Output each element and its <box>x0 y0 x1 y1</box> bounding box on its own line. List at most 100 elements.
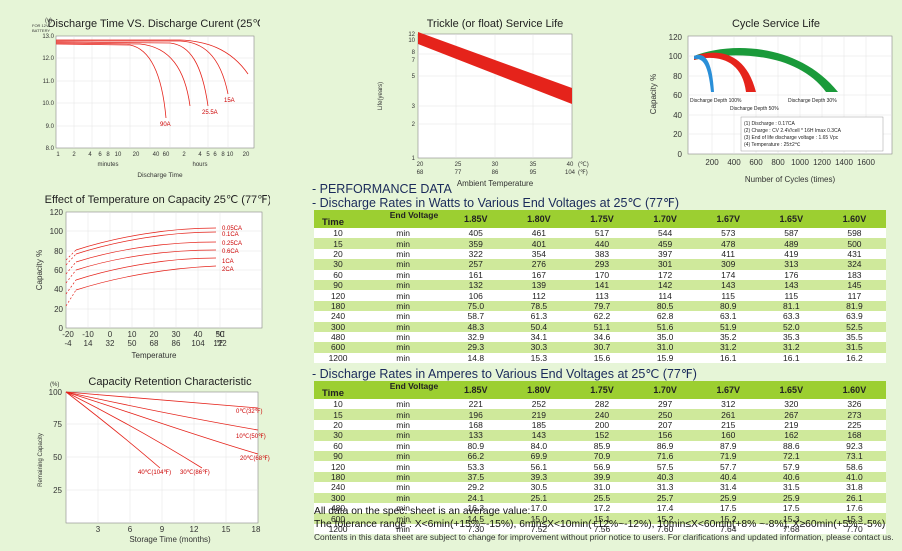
data-cell: 478 <box>696 238 760 249</box>
table-row: 60 min 161 167 170 172 174 176 183 <box>314 269 886 280</box>
data-cell: 200 <box>570 419 634 431</box>
data-cell: 15.0 <box>507 513 571 524</box>
x-unit: ℉ <box>216 339 224 348</box>
data-cell: 17.2 <box>570 502 634 514</box>
header-corner: End Voltage Time <box>314 381 445 400</box>
table-row: 90 min 132 139 141 142 143 143 145 <box>314 279 886 291</box>
data-cell: 41.0 <box>822 471 886 483</box>
x-tick: 2 <box>182 152 186 158</box>
data-cell: 161 <box>444 269 508 280</box>
x-tick: 400 <box>727 158 741 167</box>
end-voltage-label: End Voltage <box>389 210 439 220</box>
data-cell: 293 <box>570 259 634 270</box>
data-cell: 62.8 <box>633 311 697 322</box>
x-tick: 50 <box>128 339 137 348</box>
data-cell: 63.3 <box>759 311 823 322</box>
data-cell: 31.2 <box>759 342 823 353</box>
x-tick: 6 <box>98 152 102 158</box>
x-tick: 9 <box>160 525 165 534</box>
curve-30c <box>65 391 203 469</box>
data-cell: 383 <box>570 248 634 260</box>
curve-label: Discharge Depth 100% <box>690 98 742 104</box>
time-unit: min <box>362 471 445 483</box>
data-cell: 139 <box>507 279 571 291</box>
y-tick: 3 <box>412 104 416 110</box>
y-axis-label: Life(years) <box>378 82 384 110</box>
time-unit: min <box>362 502 445 514</box>
chart-title: Discharge Time VS. Discharge Curent (25℃… <box>48 18 260 30</box>
curve-label: 1CA <box>222 259 234 265</box>
time-value: 10 <box>314 228 363 239</box>
data-cell: 219 <box>507 409 571 420</box>
data-cell: 30.7 <box>570 342 634 353</box>
table-row: 180 min 37.5 39.3 39.9 40.3 40.4 40.6 41.0 <box>314 471 886 483</box>
data-cell: 312 <box>696 399 760 410</box>
x-tick: -20 <box>62 330 74 339</box>
y-tick: 60 <box>673 91 682 100</box>
y-tick: 5 <box>412 74 416 80</box>
curve-label: 25.5A <box>202 110 218 116</box>
capacity-retention-chart: Capacity Retention Characteristic (%) Re… <box>30 372 270 547</box>
data-cell: 7.70 <box>822 523 886 535</box>
time-unit: min <box>362 331 445 343</box>
curve <box>75 241 217 263</box>
time-unit: min <box>362 419 445 431</box>
data-cell: 51.9 <box>696 321 760 332</box>
voltage-header: 1.80V <box>507 381 571 400</box>
y-axis-label: Capacity % <box>35 250 44 290</box>
x-ticks: 3 6 9 12 15 18 <box>96 525 261 534</box>
data-cell: 73.1 <box>822 451 886 462</box>
x-unit: (℃) <box>578 162 589 168</box>
time-unit: min <box>362 279 445 291</box>
x-tick: 122 <box>213 339 227 348</box>
voltage-header: 1.65V <box>759 381 823 400</box>
table-row: 10 min 221 252 282 297 312 320 326 <box>314 399 886 410</box>
end-voltage-label: End Voltage <box>389 381 439 392</box>
data-cell: 133 <box>444 430 508 441</box>
x-tick: 3 <box>96 525 101 534</box>
x-tick: 32 <box>106 339 115 348</box>
life-band <box>418 32 572 104</box>
curve-label: 0.25CA <box>222 241 242 247</box>
data-cell: 80.9 <box>444 440 508 452</box>
amps-table: End Voltage Time 1.85V 1.80V 1.75V 1.70V … <box>314 381 886 535</box>
time-unit: min <box>362 300 445 312</box>
x-tick: 8 <box>106 152 110 158</box>
data-cell: 114 <box>633 290 697 301</box>
curve-label: 10℃(50℉) <box>236 434 266 440</box>
data-cell: 39.3 <box>507 471 571 483</box>
y-tick: 11.0 <box>43 79 55 85</box>
data-cell: 282 <box>570 399 634 410</box>
voltage-header: 1.60V <box>822 381 886 400</box>
x-ticks: 1 2 4 6 8 10 20 40 60 2 4 5 6 8 10 20 <box>56 152 250 158</box>
table-row: 600 min 29.3 30.3 30.7 31.0 31.2 31.2 31.5 <box>314 342 886 353</box>
table-row: 15 min 196 219 240 250 261 267 273 <box>314 409 886 420</box>
voltage-header: 1.75V <box>570 381 634 400</box>
y-tick: 100 <box>50 227 64 236</box>
data-cell: 63.9 <box>822 311 886 322</box>
performance-data: - PERFORMANCE DATA - Discharge Rates in … <box>312 182 888 535</box>
x-tick: 104 <box>191 339 205 348</box>
data-cell: 196 <box>444 409 508 420</box>
x-tick: 5 <box>206 152 210 158</box>
data-cell: 53.3 <box>444 461 508 472</box>
y-unit: (%) <box>50 382 59 388</box>
voltage-header: 1.85V <box>444 381 508 400</box>
data-cell: 221 <box>444 399 508 410</box>
x-tick: 4 <box>88 152 92 158</box>
band-30 <box>694 47 838 92</box>
time-unit: min <box>362 492 445 503</box>
data-cell: 14.8 <box>444 352 508 364</box>
data-cell: 87.9 <box>696 440 760 452</box>
curve-label: 0℃(32℉) <box>236 409 262 415</box>
data-cell: 56.9 <box>570 461 634 472</box>
curve-label: 0.05CA <box>222 226 242 232</box>
data-cell: 29.2 <box>444 482 508 493</box>
data-cell: 167 <box>507 269 571 280</box>
curve-label: 30℃(86℉) <box>180 470 210 476</box>
table-row: 10 min 405 461 517 544 573 587 598 <box>314 228 886 239</box>
temperature-capacity-chart: Effect of Temperature on Capacity 25℃ (7… <box>30 190 270 365</box>
data-cell: 7.60 <box>633 523 697 535</box>
table-row: 480 min 16.3 17.0 17.2 17.4 17.5 17.5 17.6 <box>314 502 886 514</box>
data-cell: 71.9 <box>696 451 760 462</box>
